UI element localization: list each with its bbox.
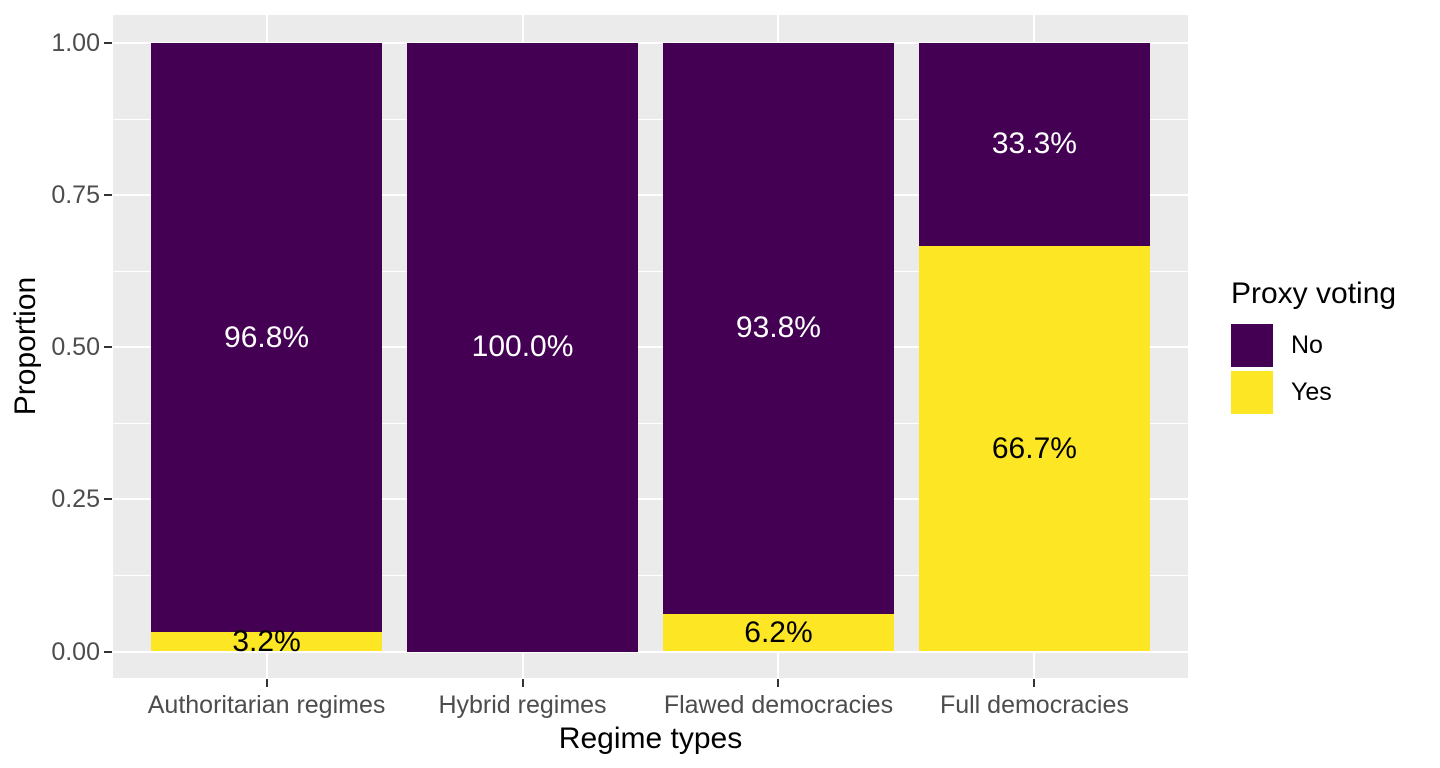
legend-item: Yes bbox=[1231, 371, 1396, 414]
y-tick-label: 0.00 bbox=[51, 637, 100, 666]
x-tick-label: Full democracies bbox=[939, 691, 1129, 719]
legend: Proxy voting No Yes bbox=[1231, 277, 1396, 418]
x-tick-mark bbox=[1033, 679, 1036, 687]
gridline-major-horizontal bbox=[113, 42, 1188, 44]
y-tick-label: 0.25 bbox=[51, 485, 100, 514]
gridline-minor-horizontal bbox=[113, 422, 1188, 424]
legend-title: Proxy voting bbox=[1231, 277, 1397, 310]
y-tick-mark bbox=[104, 498, 112, 501]
x-tick-label: Hybrid regimes bbox=[438, 691, 607, 719]
gridline-major-horizontal bbox=[113, 498, 1188, 501]
bar-segment-yes bbox=[151, 632, 382, 652]
x-tick-label: Authoritarian regimes bbox=[147, 691, 386, 719]
gridline-minor-horizontal bbox=[113, 118, 1188, 120]
legend-item: No bbox=[1231, 324, 1396, 367]
gridline-major-horizontal bbox=[113, 650, 1188, 653]
y-tick-label: 1.00 bbox=[51, 29, 100, 57]
legend-label: Yes bbox=[1291, 378, 1332, 406]
bar-segment-yes bbox=[663, 613, 894, 652]
y-tick-label: 0.75 bbox=[51, 181, 100, 210]
x-tick-mark bbox=[777, 679, 780, 687]
gridline-major-horizontal bbox=[113, 194, 1188, 197]
bar-segment-no bbox=[919, 43, 1150, 246]
bar-segment-yes bbox=[919, 245, 1150, 652]
bar-segment-no bbox=[407, 43, 638, 652]
y-tick-mark bbox=[104, 194, 112, 197]
bar-segment-no bbox=[151, 43, 382, 633]
gridline-minor-horizontal bbox=[113, 270, 1188, 272]
legend-swatch-yes bbox=[1231, 371, 1273, 414]
y-tick-mark bbox=[104, 650, 112, 653]
y-tick-label: 0.50 bbox=[51, 333, 100, 362]
legend-items: No Yes bbox=[1231, 324, 1396, 414]
plot-panel bbox=[113, 15, 1188, 678]
legend-swatch-no bbox=[1231, 324, 1273, 367]
legend-label: No bbox=[1291, 331, 1323, 359]
x-tick-mark bbox=[265, 679, 268, 687]
gridline-major-horizontal bbox=[113, 346, 1188, 349]
x-axis-title: Regime types bbox=[558, 722, 743, 755]
x-tick-label: Flawed democracies bbox=[663, 691, 894, 719]
gridline-minor-horizontal bbox=[113, 574, 1188, 576]
y-tick-mark bbox=[104, 346, 112, 349]
bar-segment-no bbox=[663, 43, 894, 614]
x-tick-mark bbox=[521, 679, 524, 687]
y-tick-mark bbox=[104, 42, 112, 44]
